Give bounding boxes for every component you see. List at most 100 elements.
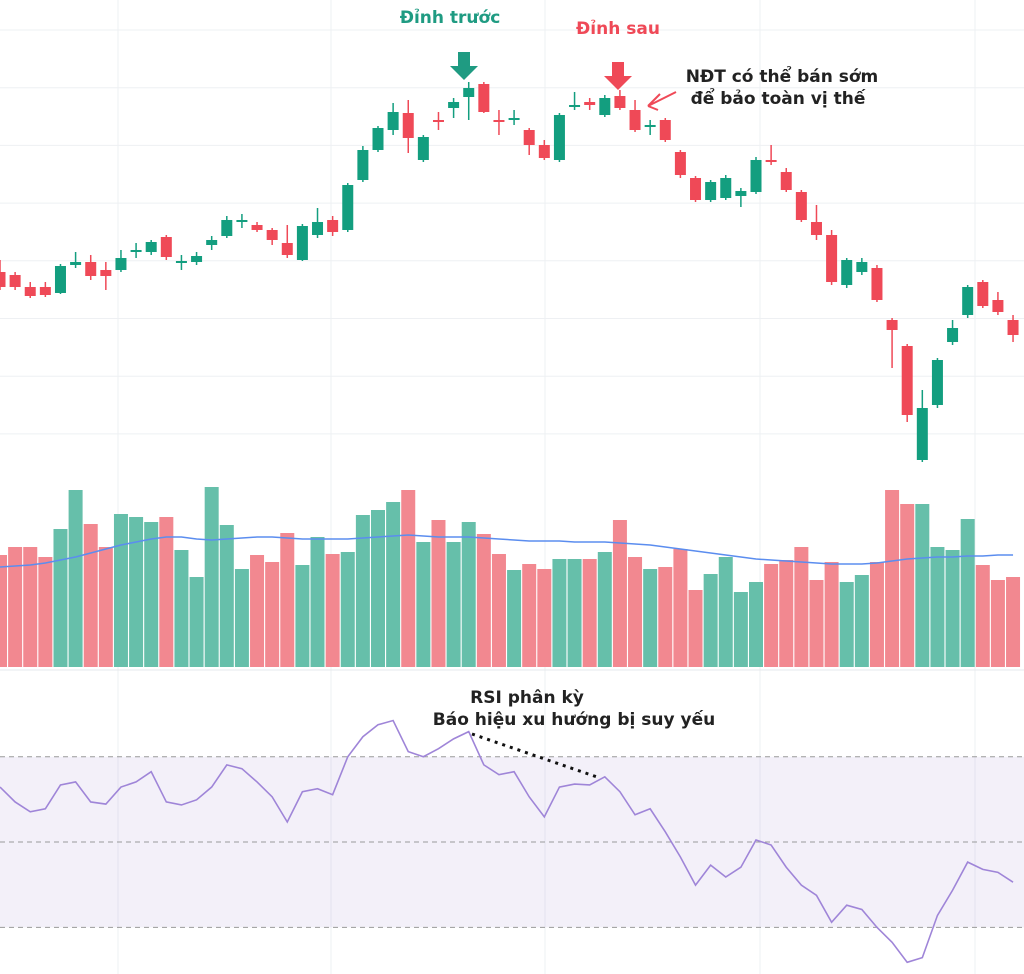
volume-bar [23,547,38,667]
volume-ma-line [0,534,1014,568]
volume-bar [597,552,612,667]
candle-body [145,242,157,252]
candle-body [9,275,21,287]
volume-bar [854,575,869,667]
candle-body [674,152,686,175]
volume-bar [476,534,491,667]
volume-bar [718,557,733,667]
volume-bar [280,533,295,667]
volume-bar [1006,577,1021,667]
candle-body [841,260,853,285]
volume-bar [250,555,265,667]
volume-bar [310,537,325,667]
candle-body [705,182,717,200]
volume-bar [129,517,144,667]
volume-bar [824,562,839,667]
candle-body [191,256,203,262]
volume-bar [159,517,174,667]
candle-body [448,102,460,108]
candle-body [85,262,97,276]
volume-bar [507,570,522,667]
volume-bar [839,582,854,667]
volume-bar [0,555,7,667]
candle-body [659,120,671,140]
volume-bar [491,554,506,667]
annotation: Đỉnh sau [576,19,660,39]
candle-body [417,137,429,160]
candle-body [886,320,898,330]
candle-body [977,282,989,306]
candle-body [266,230,278,240]
volume-bar [446,542,461,667]
candle-body [584,102,596,105]
annotation: để bảo toàn vị thế [691,87,866,109]
annotation: NĐT có thể bán sớm [686,65,879,87]
volume-bar [386,502,401,667]
candle-body [130,250,142,252]
volume-bar [900,504,915,667]
candle-body [599,98,611,115]
volume-bar [582,559,597,667]
volume-bar [869,562,884,667]
rsi-line [0,719,1014,964]
volume-bar [552,559,567,667]
volume-bar [189,577,204,667]
volume-bar [340,552,355,667]
volume-bar [53,529,68,667]
candle-body [478,84,490,112]
candle-body [296,226,308,260]
candle-body [387,112,399,130]
candle-body [750,160,762,192]
volume-bar [98,547,113,667]
volume-bar [794,547,809,667]
volume-bar [628,557,643,667]
candle-body [493,120,505,122]
volume-bar [174,550,189,667]
candle-body [24,287,36,296]
candle-body [629,110,641,130]
volume-bar [325,554,340,667]
volume-bar [537,569,552,667]
candle-body [992,300,1004,312]
candle-body [795,192,807,220]
volume-bar [113,514,128,667]
candle-body [644,125,656,127]
volume-bar [295,565,310,667]
candle-body [856,262,868,272]
candle-body [780,172,792,190]
candle-body [175,261,187,263]
volume-bar [658,567,673,667]
divergence-line [471,732,601,780]
volume-bar [930,547,945,667]
volume-bar [764,564,779,667]
plot [0,82,1024,964]
candle-body [100,270,112,276]
volume-bar [416,542,431,667]
candle-body [54,266,66,293]
volume-bar [204,487,219,667]
volume-bar [703,574,718,667]
arrow-pointer [647,91,677,111]
candle-body [342,185,354,230]
candle-body [0,272,6,287]
volume-bar [371,510,385,667]
annotation: Báo hiệu xu hướng bị suy yếu [433,709,715,730]
candle-body [947,328,959,342]
candle-body [402,113,414,138]
volume-bar [915,504,930,667]
arrow-down [450,52,478,80]
volume-bar [355,515,370,667]
volume-bar [144,522,159,667]
volume-bar [68,490,83,667]
volume-bar [567,559,582,667]
candle-body [871,268,883,300]
candle-body [251,225,263,230]
annotation: Đỉnh trước [400,8,501,28]
candle-body [463,88,475,97]
candle-body [39,287,51,295]
volume-bar [960,519,975,667]
candle-body [614,96,626,108]
candle-body [690,178,702,200]
